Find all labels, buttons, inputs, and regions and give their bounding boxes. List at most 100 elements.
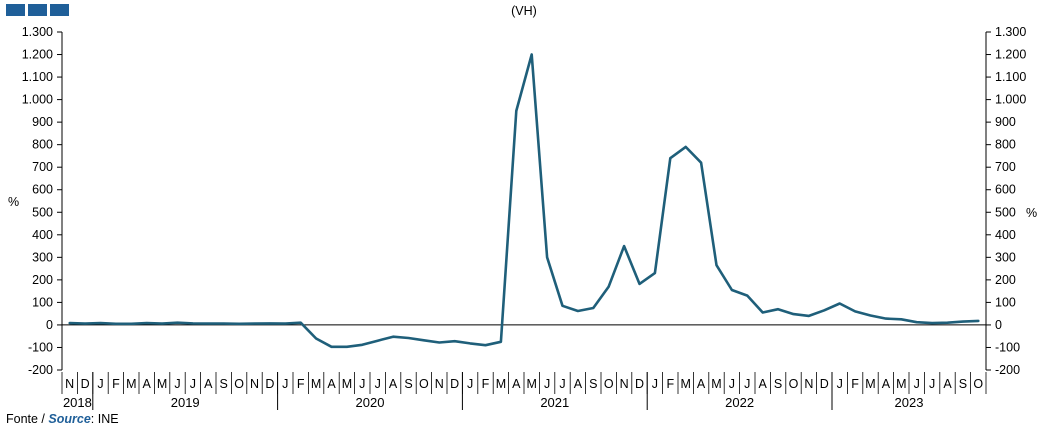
month-label: M xyxy=(711,377,721,391)
data-point xyxy=(869,314,872,317)
month-label: S xyxy=(220,377,228,391)
data-point xyxy=(192,322,194,325)
data-point xyxy=(238,323,240,325)
month-label: J xyxy=(544,377,550,391)
y-tick-label-right: 100 xyxy=(995,295,1016,309)
y-axis-left: -200 -100 0 100 200 300 400 500 600 700 800 900 1.00… xyxy=(22,25,62,377)
source-value: : INE xyxy=(90,412,119,426)
y-tick-label-left: 600 xyxy=(32,183,53,197)
data-point xyxy=(330,345,333,348)
month-label: O xyxy=(419,377,429,391)
month-label: M xyxy=(496,377,506,391)
line-chart: (VH) % % -200 -100 0 100 200 300 400 500 600 700 8… xyxy=(8,4,1037,410)
y-tick-label-right: 900 xyxy=(995,115,1016,129)
y-tick-label-right: 200 xyxy=(995,273,1016,287)
data-point xyxy=(500,341,502,343)
chart-title: (VH) xyxy=(511,4,537,18)
data-point xyxy=(946,321,949,324)
y-tick-label-left: 900 xyxy=(32,115,53,129)
data-point xyxy=(654,272,656,274)
y-tick-label-left: 0 xyxy=(46,318,53,332)
month-label: F xyxy=(482,377,490,391)
month-label: A xyxy=(389,377,398,391)
data-point xyxy=(130,323,133,325)
month-label: S xyxy=(774,377,782,391)
data-point xyxy=(854,310,856,313)
data-point xyxy=(207,322,210,325)
y-tick-label-right: -100 xyxy=(995,340,1020,354)
data-point xyxy=(838,302,841,305)
month-label: N xyxy=(804,377,813,391)
data-point xyxy=(669,157,672,159)
source-label-pt: Fonte / xyxy=(6,412,49,426)
data-point xyxy=(361,343,364,346)
month-label: F xyxy=(851,377,859,391)
data-point xyxy=(299,321,302,324)
data-point xyxy=(684,146,687,148)
month-label: A xyxy=(574,377,583,391)
y-tick-label-left: -100 xyxy=(28,340,53,354)
data-point xyxy=(808,315,810,317)
year-label: 2018 xyxy=(63,395,92,410)
y-tick-label-right: 600 xyxy=(995,183,1016,197)
data-point xyxy=(607,285,610,288)
month-label: O xyxy=(604,377,614,391)
month-label: J xyxy=(729,377,735,391)
y-tick-label-right: 1.200 xyxy=(995,48,1026,62)
source-label-en: Source xyxy=(48,412,91,426)
month-label: N xyxy=(65,377,74,391)
data-point xyxy=(269,322,271,325)
y-tick-label-left: 500 xyxy=(32,205,53,219)
data-point xyxy=(484,344,487,347)
y-tick-label-right: 500 xyxy=(995,205,1016,219)
data-point xyxy=(792,313,795,315)
month-label: O xyxy=(789,377,799,391)
y-tick-label-right: 400 xyxy=(995,228,1016,242)
header-bar-2 xyxy=(28,4,47,16)
year-label: 2019 xyxy=(171,395,200,410)
month-label: N xyxy=(435,377,444,391)
y-tick-label-left: 1.100 xyxy=(22,70,53,84)
y-tick-label-right: -200 xyxy=(995,363,1020,377)
data-point xyxy=(700,161,702,164)
y-tick-label-right: 1.300 xyxy=(995,25,1026,39)
month-label: S xyxy=(404,377,412,391)
data-point xyxy=(715,264,718,267)
data-point xyxy=(176,321,179,324)
month-label: J xyxy=(375,377,381,391)
month-label: J xyxy=(282,377,288,391)
data-point xyxy=(577,310,579,312)
y-tick-label-left: 1.000 xyxy=(22,93,53,107)
data-point xyxy=(346,345,348,348)
year-label: 2022 xyxy=(725,395,754,410)
month-label: M xyxy=(896,377,906,391)
year-label: 2020 xyxy=(356,395,385,410)
data-point xyxy=(315,337,317,340)
data-point xyxy=(823,309,826,312)
data-point xyxy=(253,322,256,325)
month-label: A xyxy=(759,377,768,391)
data-point xyxy=(977,320,980,322)
data-point xyxy=(915,321,918,324)
header-bar-1 xyxy=(6,4,25,16)
month-label: S xyxy=(589,377,597,391)
month-label: M xyxy=(342,377,352,391)
data-point xyxy=(623,245,625,247)
data-point xyxy=(561,304,564,307)
month-label: O xyxy=(973,377,983,391)
header-bar-3 xyxy=(50,4,69,16)
month-label: J xyxy=(359,377,365,391)
month-label: A xyxy=(943,377,952,391)
month-label: A xyxy=(204,377,213,391)
y-axis-right: -200 -100 0 100 200 300 400 500 600 700 800 900 1.00… xyxy=(986,25,1026,377)
data-point xyxy=(900,318,903,321)
month-label: J xyxy=(97,377,103,391)
month-label: J xyxy=(190,377,196,391)
year-label: 2021 xyxy=(540,395,569,410)
data-point xyxy=(731,289,733,291)
month-label: D xyxy=(265,377,274,391)
y-tick-label-left: 1.300 xyxy=(22,25,53,39)
month-label: M xyxy=(126,377,136,391)
y-tick-label-left: 1.200 xyxy=(22,48,53,62)
month-label: F xyxy=(112,377,120,391)
